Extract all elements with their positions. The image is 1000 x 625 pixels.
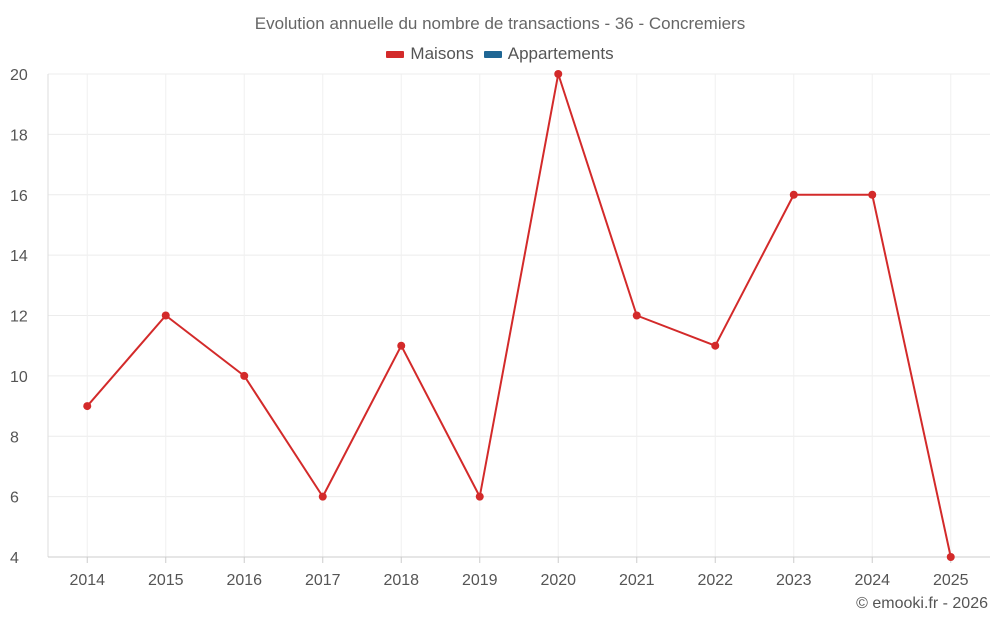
y-tick-label: 20 <box>10 67 28 84</box>
x-tick-label: 2025 <box>933 572 969 589</box>
x-tick-label: 2023 <box>776 572 812 589</box>
y-tick-label: 10 <box>10 369 28 386</box>
y-tick-label: 4 <box>10 550 19 567</box>
y-tick-label: 12 <box>10 309 28 326</box>
x-tick-label: 2019 <box>462 572 498 589</box>
copyright-footer: © emooki.fr - 2026 <box>856 595 988 612</box>
x-tick-label: 2021 <box>619 572 655 589</box>
data-point <box>83 402 92 411</box>
x-tick-label: 2024 <box>854 572 890 589</box>
x-tick-label: 2022 <box>697 572 733 589</box>
data-point <box>475 492 484 501</box>
legend-swatch-maisons <box>386 50 405 58</box>
data-point <box>632 311 641 320</box>
y-tick-label: 6 <box>10 490 19 507</box>
data-point <box>397 341 406 350</box>
data-point <box>318 492 327 501</box>
legend-swatch-appartements <box>483 50 502 58</box>
chart-legend: Maisons Appartements <box>0 44 1000 64</box>
y-tick-label: 14 <box>10 248 28 265</box>
data-point <box>868 190 877 199</box>
x-tick-label: 2016 <box>226 572 262 589</box>
y-tick-label: 8 <box>10 429 19 446</box>
data-point <box>554 70 563 78</box>
x-tick-label: 2018 <box>383 572 419 589</box>
data-point <box>161 311 170 320</box>
x-tick-label: 2020 <box>540 572 576 589</box>
series-line-maisons <box>86 73 952 558</box>
legend-item-appartements[interactable]: Appartements <box>483 44 614 64</box>
legend-label-maisons: Maisons <box>410 44 474 63</box>
x-tick-label: 2014 <box>69 572 105 589</box>
legend-label-appartements: Appartements <box>507 44 614 63</box>
legend-item-maisons[interactable]: Maisons <box>386 44 474 64</box>
x-tick-label: 2017 <box>305 572 341 589</box>
data-point <box>946 553 955 561</box>
data-point <box>240 371 249 380</box>
x-tick-label: 2015 <box>148 572 184 589</box>
y-tick-label: 16 <box>10 188 28 205</box>
chart-title: Evolution annuelle du nombre de transact… <box>254 14 746 33</box>
data-point <box>789 190 798 199</box>
y-tick-label: 18 <box>10 127 28 144</box>
data-point <box>711 341 720 350</box>
